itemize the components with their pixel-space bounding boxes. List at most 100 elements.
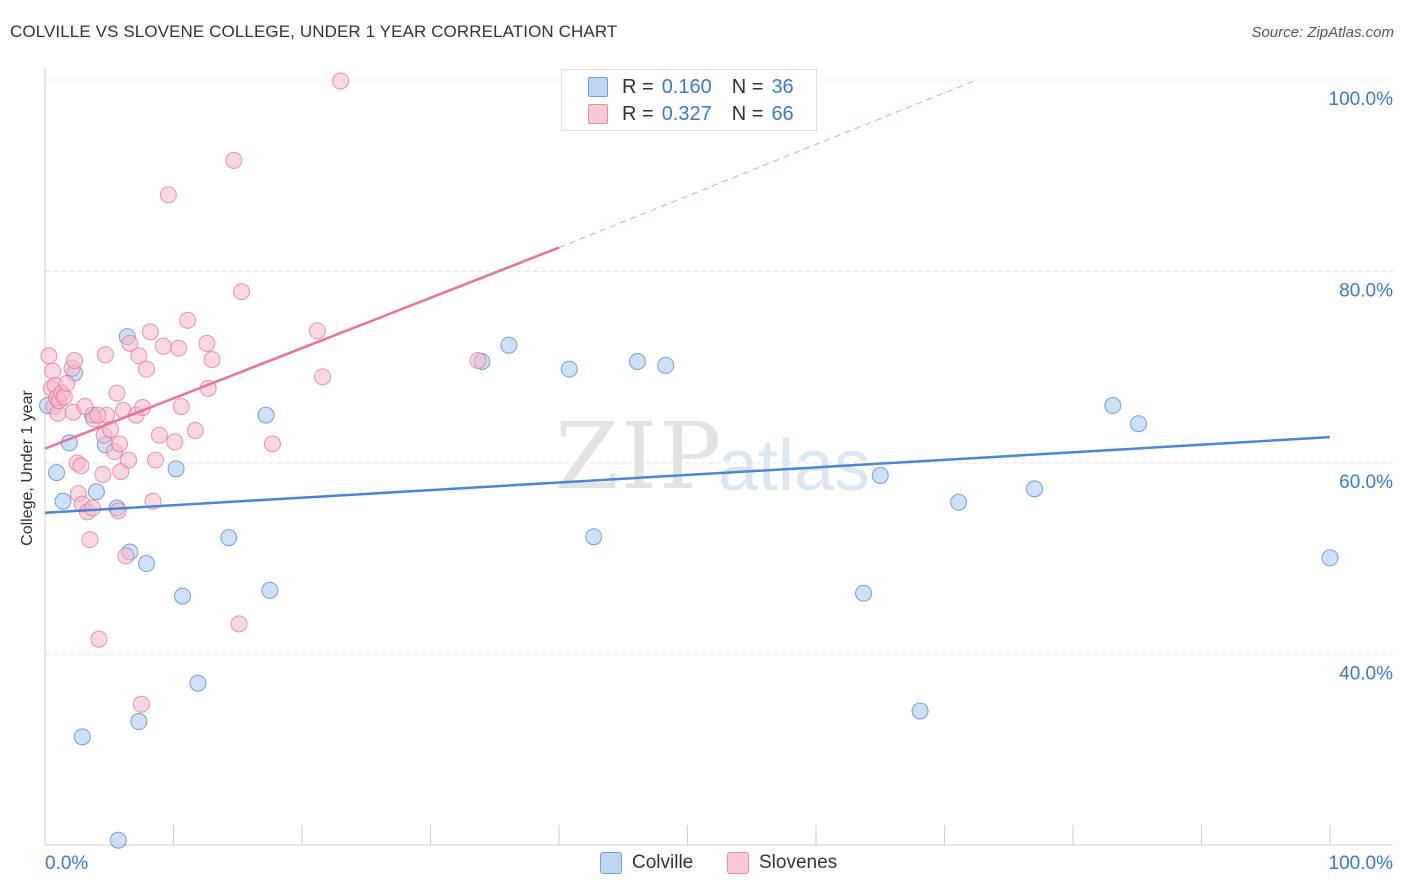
- point-colville: [220, 529, 238, 547]
- point-slovenes: [159, 186, 177, 204]
- point-slovenes: [111, 435, 129, 453]
- point-colville: [911, 702, 929, 720]
- point-slovenes: [121, 334, 139, 352]
- point-slovenes: [308, 322, 326, 340]
- legend-row-slovenes: R = 0.327 N = 66: [588, 102, 794, 126]
- point-colville: [173, 587, 191, 605]
- y-tick-label: 40.0%: [1339, 664, 1393, 685]
- point-colville: [73, 728, 91, 746]
- point-colville: [1321, 549, 1339, 567]
- point-colville: [628, 353, 646, 371]
- legend-r-value: 0.327: [661, 102, 712, 125]
- point-slovenes: [233, 283, 251, 301]
- point-colville: [130, 713, 148, 731]
- point-slovenes: [94, 465, 112, 483]
- bottom-legend-label-slovenes: Slovenes: [759, 852, 838, 873]
- point-colville: [1104, 397, 1122, 415]
- point-colville: [138, 555, 156, 573]
- point-colville: [500, 336, 518, 354]
- legend-r-label: R =: [622, 102, 654, 125]
- point-slovenes: [141, 323, 159, 341]
- trendline-colville: [44, 435, 1331, 515]
- point-slovenes: [132, 695, 150, 713]
- point-slovenes: [154, 337, 172, 355]
- point-slovenes: [203, 351, 221, 369]
- trendline-extension-slovenes: [558, 79, 977, 249]
- point-slovenes: [225, 151, 243, 169]
- point-slovenes: [108, 384, 126, 402]
- legend-n-label: N =: [731, 102, 764, 125]
- point-slovenes: [44, 362, 62, 380]
- point-slovenes: [172, 398, 190, 416]
- point-slovenes: [58, 375, 76, 393]
- legend-swatch-slovenes: [588, 104, 608, 124]
- point-slovenes: [170, 339, 188, 357]
- point-colville: [48, 464, 66, 482]
- legend-row-colville: R = 0.160 N = 36: [588, 75, 794, 99]
- point-colville: [855, 584, 873, 602]
- watermark-zip: ZIP: [555, 403, 723, 510]
- point-slovenes: [230, 615, 248, 633]
- point-slovenes: [40, 347, 58, 365]
- point-colville: [950, 493, 968, 511]
- point-colville: [109, 831, 127, 849]
- legend-r-value: 0.160: [661, 75, 712, 98]
- point-colville: [585, 528, 603, 546]
- point-colville: [257, 406, 275, 424]
- y-tick-label: 100.0%: [1329, 89, 1394, 110]
- point-slovenes: [147, 451, 165, 469]
- point-colville: [54, 492, 72, 510]
- point-slovenes: [117, 547, 135, 565]
- point-slovenes: [130, 347, 148, 365]
- y-tick-label: 80.0%: [1339, 281, 1393, 302]
- point-slovenes: [150, 426, 168, 444]
- point-colville: [261, 581, 279, 599]
- point-colville: [167, 460, 185, 478]
- point-colville: [189, 674, 207, 692]
- point-slovenes: [198, 334, 216, 352]
- legend-n-value: 36: [771, 75, 794, 98]
- point-slovenes: [138, 360, 156, 378]
- bottom-legend-colville: Colville: [600, 851, 693, 875]
- point-colville: [1130, 415, 1148, 433]
- point-slovenes: [66, 352, 84, 370]
- x-tick-label-min: 0.0%: [45, 853, 88, 874]
- legend-n-label: N =: [731, 75, 764, 98]
- point-colville: [657, 356, 675, 374]
- point-colville: [87, 483, 105, 501]
- legend-n-value: 66: [771, 102, 794, 125]
- point-slovenes: [81, 531, 99, 549]
- point-slovenes: [89, 406, 107, 424]
- bottom-legend-label-colville: Colville: [632, 852, 694, 873]
- legend-r-label: R =: [622, 75, 654, 98]
- chart-title: COLVILLE VS SLOVENE COLLEGE, UNDER 1 YEA…: [10, 22, 618, 41]
- point-colville: [1025, 480, 1043, 498]
- point-colville: [560, 360, 578, 378]
- y-axis-label: College, Under 1 year: [19, 390, 36, 546]
- point-slovenes: [179, 311, 197, 329]
- point-slovenes: [90, 630, 108, 648]
- point-slovenes: [263, 435, 281, 453]
- point-slovenes: [72, 457, 90, 475]
- stats-legend: R = 0.160 N = 36 R = 0.327 N = 66: [561, 69, 817, 131]
- bottom-legend-swatch-colville: [600, 852, 622, 874]
- point-slovenes: [469, 352, 487, 370]
- source-label: Source: ZipAtlas.com: [1251, 24, 1394, 41]
- legend-swatch-colville: [588, 77, 608, 97]
- point-slovenes: [120, 451, 138, 469]
- x-tick-label-max: 100.0%: [1329, 853, 1394, 874]
- point-slovenes: [332, 72, 350, 90]
- point-slovenes: [109, 502, 127, 520]
- bottom-legend-swatch-slovenes: [727, 852, 749, 874]
- bottom-legend-slovenes: Slovenes: [727, 851, 837, 875]
- point-slovenes: [84, 499, 102, 517]
- y-tick-label: 60.0%: [1339, 472, 1393, 493]
- point-colville: [871, 466, 889, 484]
- point-slovenes: [314, 368, 332, 386]
- point-slovenes: [76, 398, 94, 416]
- point-slovenes: [186, 421, 204, 439]
- point-slovenes: [166, 433, 184, 451]
- point-slovenes: [96, 346, 114, 364]
- trendline-slovenes: [44, 246, 560, 450]
